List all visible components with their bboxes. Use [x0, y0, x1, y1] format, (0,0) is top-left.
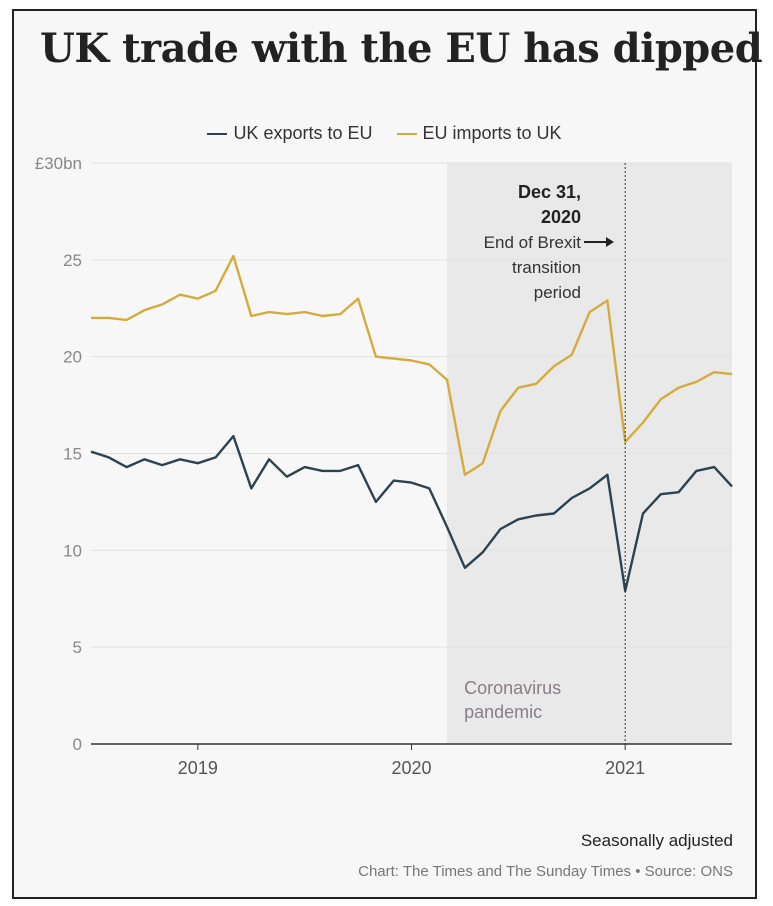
pandemic-label-line: pandemic [464, 702, 542, 722]
legend-item-exports: UK exports to EU [207, 123, 373, 144]
chart-title: UK trade with the EU has dipped [40, 25, 763, 72]
y-tick-label: £30bn [35, 154, 82, 173]
y-tick-label: 10 [63, 541, 82, 560]
y-tick-label: 5 [73, 638, 82, 657]
annotation-arrow-head [606, 237, 614, 247]
legend-label-imports: EU imports to UK [422, 123, 562, 143]
annotation-date-line2: 2020 [541, 207, 581, 227]
source-credit: Chart: The Times and The Sunday Times • … [358, 863, 733, 880]
annotation-text-line1: End of Brexit [484, 233, 582, 252]
y-tick-label: 15 [63, 445, 82, 464]
series-line-imports [91, 254, 733, 476]
legend-swatch-exports [207, 132, 228, 135]
legend-swatch-imports [396, 132, 417, 135]
x-tick-label: 2020 [391, 758, 431, 778]
y-tick-label: 20 [63, 348, 82, 367]
pandemic-label-line: Coronavirus [464, 678, 561, 698]
y-tick-label: 25 [63, 251, 82, 270]
y-tick-label: 0 [73, 735, 82, 754]
line-chart: Coronavirus pandemic 0 5 10 15 20 25 £30bn 2019 20… [35, 154, 733, 778]
x-tick-label: 2019 [178, 758, 218, 778]
x-tick-label: 2021 [605, 758, 645, 778]
chart-legend: UK exports to EU EU imports to UK [14, 123, 755, 144]
annotation-text-line2: transition [512, 258, 581, 277]
annotation-date-line1: Dec 31, [518, 182, 581, 202]
footnote: Seasonally adjusted [580, 831, 733, 850]
chart-frame: UK trade with the EU has dipped UK expor… [12, 9, 763, 899]
legend-label-exports: UK exports to EU [233, 123, 373, 143]
annotation-text-line3: period [534, 283, 581, 302]
legend-item-imports: EU imports to UK [396, 123, 562, 144]
